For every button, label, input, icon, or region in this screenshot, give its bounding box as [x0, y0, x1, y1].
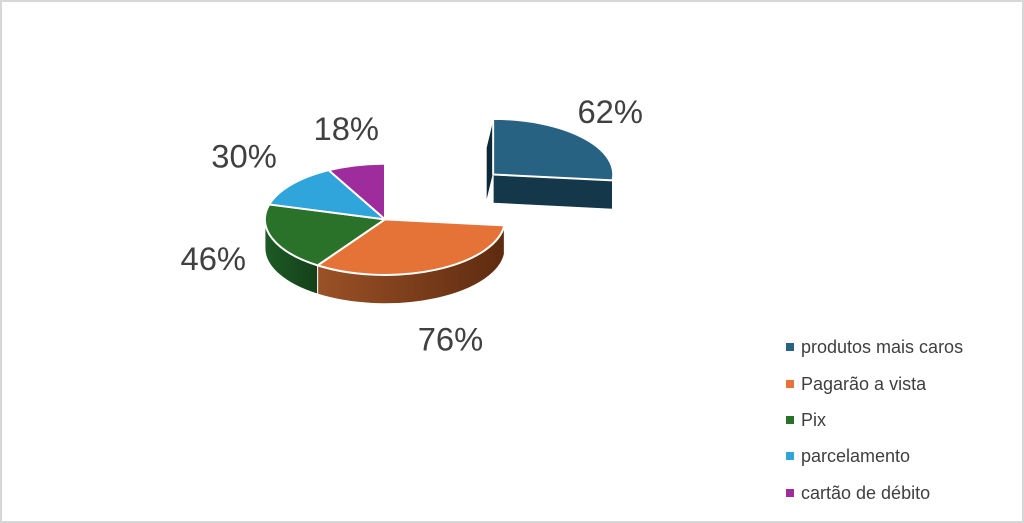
legend-label: cartão de débito	[801, 482, 931, 503]
data-label: 18%	[314, 110, 380, 147]
legend: produtos mais caros Pagarão a vista Pix par…	[786, 329, 963, 511]
pie-slice-1[interactable]	[316, 218, 506, 276]
legend-label: produtos mais caros	[801, 337, 964, 358]
pie-slice-2[interactable]	[263, 203, 386, 267]
data-label: 46%	[181, 240, 247, 277]
data-label: 76%	[418, 320, 484, 357]
legend-item-0[interactable]: produtos mais caros	[786, 329, 963, 365]
legend-item-3[interactable]: parcelamento	[786, 438, 963, 474]
legend-item-4[interactable]: cartão de débito	[786, 475, 963, 511]
legend-marker	[786, 379, 794, 388]
legend-label: Pix	[801, 409, 827, 430]
pie-slice-0[interactable]	[492, 117, 615, 182]
data-label: 30%	[211, 138, 277, 175]
pie-slice-cut-face	[485, 118, 494, 204]
pie-slice-3[interactable]	[268, 169, 386, 221]
legend-marker	[786, 415, 794, 424]
legend-item-2[interactable]: Pix	[786, 402, 963, 438]
pie-slice-4[interactable]	[327, 162, 386, 221]
legend-marker	[786, 488, 794, 497]
data-labels: 62% 76% 46% 30% 18%	[181, 93, 643, 357]
legend-label: parcelamento	[801, 446, 911, 467]
legend-marker	[786, 343, 794, 352]
legend-marker	[786, 452, 794, 461]
pie-slices	[263, 117, 615, 276]
data-label: 62%	[577, 93, 643, 130]
legend-label: Pagarão a vista	[801, 373, 927, 394]
legend-item-1[interactable]: Pagarão a vista	[786, 365, 963, 401]
